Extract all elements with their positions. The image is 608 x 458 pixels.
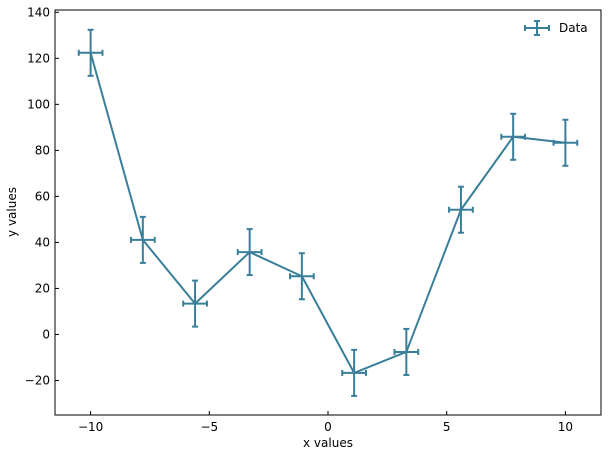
data-point: [236, 228, 263, 277]
data-point: [77, 28, 104, 77]
data-point: [129, 215, 156, 264]
y-tick-label: 0: [42, 327, 50, 341]
x-tick-label: −5: [200, 420, 218, 434]
y-tick-label: 120: [27, 51, 50, 65]
data-point: [500, 112, 527, 161]
data-point: [341, 348, 367, 397]
legend: Data: [524, 20, 588, 36]
x-tick-label: −10: [78, 420, 103, 434]
data-point: [289, 252, 315, 301]
y-tick-label: 20: [35, 281, 50, 295]
x-tick-label: 10: [558, 420, 573, 434]
axis-ticks: −10 −5 0 5 10 −20 0 20 40 60 80 100 120 140: [25, 5, 573, 434]
x-axis-label: x values: [303, 436, 353, 450]
data-point: [448, 185, 474, 234]
plot-frame: [54, 9, 602, 416]
legend-label: Data: [559, 21, 588, 35]
x-tick-label: 5: [443, 420, 451, 434]
y-tick-label: 40: [35, 235, 50, 249]
y-axis-label: y values: [5, 187, 19, 237]
x-tick-label: 0: [324, 420, 332, 434]
y-tick-label: 140: [27, 5, 50, 19]
y-tick-label: 80: [35, 143, 50, 157]
legend-marker: [524, 20, 550, 36]
series-line: [89, 52, 566, 374]
data-point: [552, 118, 579, 167]
plot-area: [77, 28, 579, 397]
y-tick-label: 60: [35, 189, 50, 203]
y-tick-label: 100: [27, 97, 50, 111]
y-tick-label: −20: [25, 373, 50, 387]
data-point: [182, 279, 208, 328]
data-point: [393, 327, 420, 376]
